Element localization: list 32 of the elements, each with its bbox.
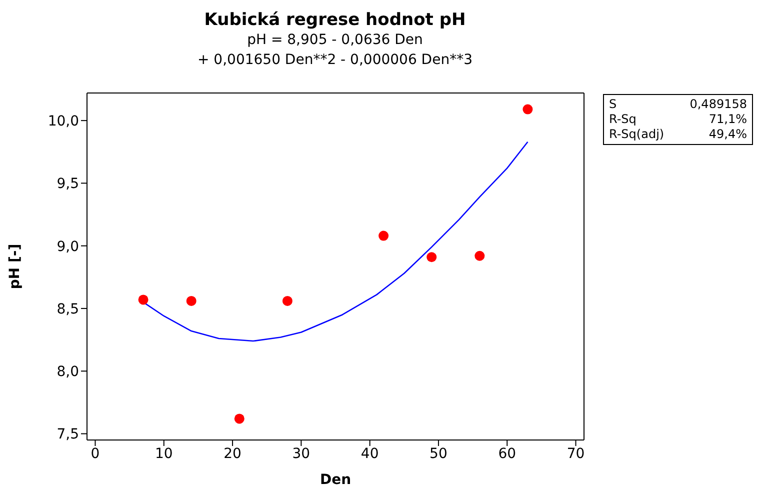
- y-tick-label: 8,0: [56, 364, 79, 380]
- x-tick-label: 50: [430, 446, 448, 462]
- text: S: [609, 97, 618, 112]
- point: [282, 296, 292, 306]
- point: [522, 104, 533, 114]
- text: 71,1%: [708, 112, 747, 127]
- x-tick-label: 10: [154, 446, 173, 462]
- text: 49,4%: [708, 127, 747, 142]
- x-tick-label: 60: [498, 446, 516, 462]
- point: [234, 414, 244, 424]
- x-axis-title: Den: [320, 472, 352, 488]
- text: 0,489158: [690, 97, 747, 112]
- x-tick-label: 0: [90, 446, 100, 462]
- x-tick-label: 30: [292, 446, 310, 462]
- point: [378, 230, 389, 241]
- y-tick-label: 10,0: [48, 114, 79, 130]
- x-tick-label: 20: [224, 446, 242, 462]
- x-tick-label: 40: [360, 446, 379, 462]
- point: [426, 252, 437, 262]
- point: [186, 296, 196, 306]
- y-tick-label: 9,5: [56, 176, 79, 192]
- point: [138, 294, 148, 305]
- x-tick-label: 70: [566, 446, 585, 462]
- text: R-Sq(adj): [609, 127, 666, 142]
- y-tick-label: 8,5: [56, 301, 79, 318]
- y-axis-title: pH [-]: [6, 244, 23, 290]
- chart-subtitle: pH = 8,905 - 0,0636 Den + 0,001650 Den**2 - 0,000006 Den**3: [196, 31, 474, 70]
- chart-title: Kubická regrese hodnot pH: [203, 10, 467, 30]
- y-tick-label: 9,0: [56, 238, 79, 255]
- y-tick-label: 7,5: [56, 426, 79, 443]
- text: R-Sq: [609, 112, 638, 127]
- point: [474, 250, 485, 261]
